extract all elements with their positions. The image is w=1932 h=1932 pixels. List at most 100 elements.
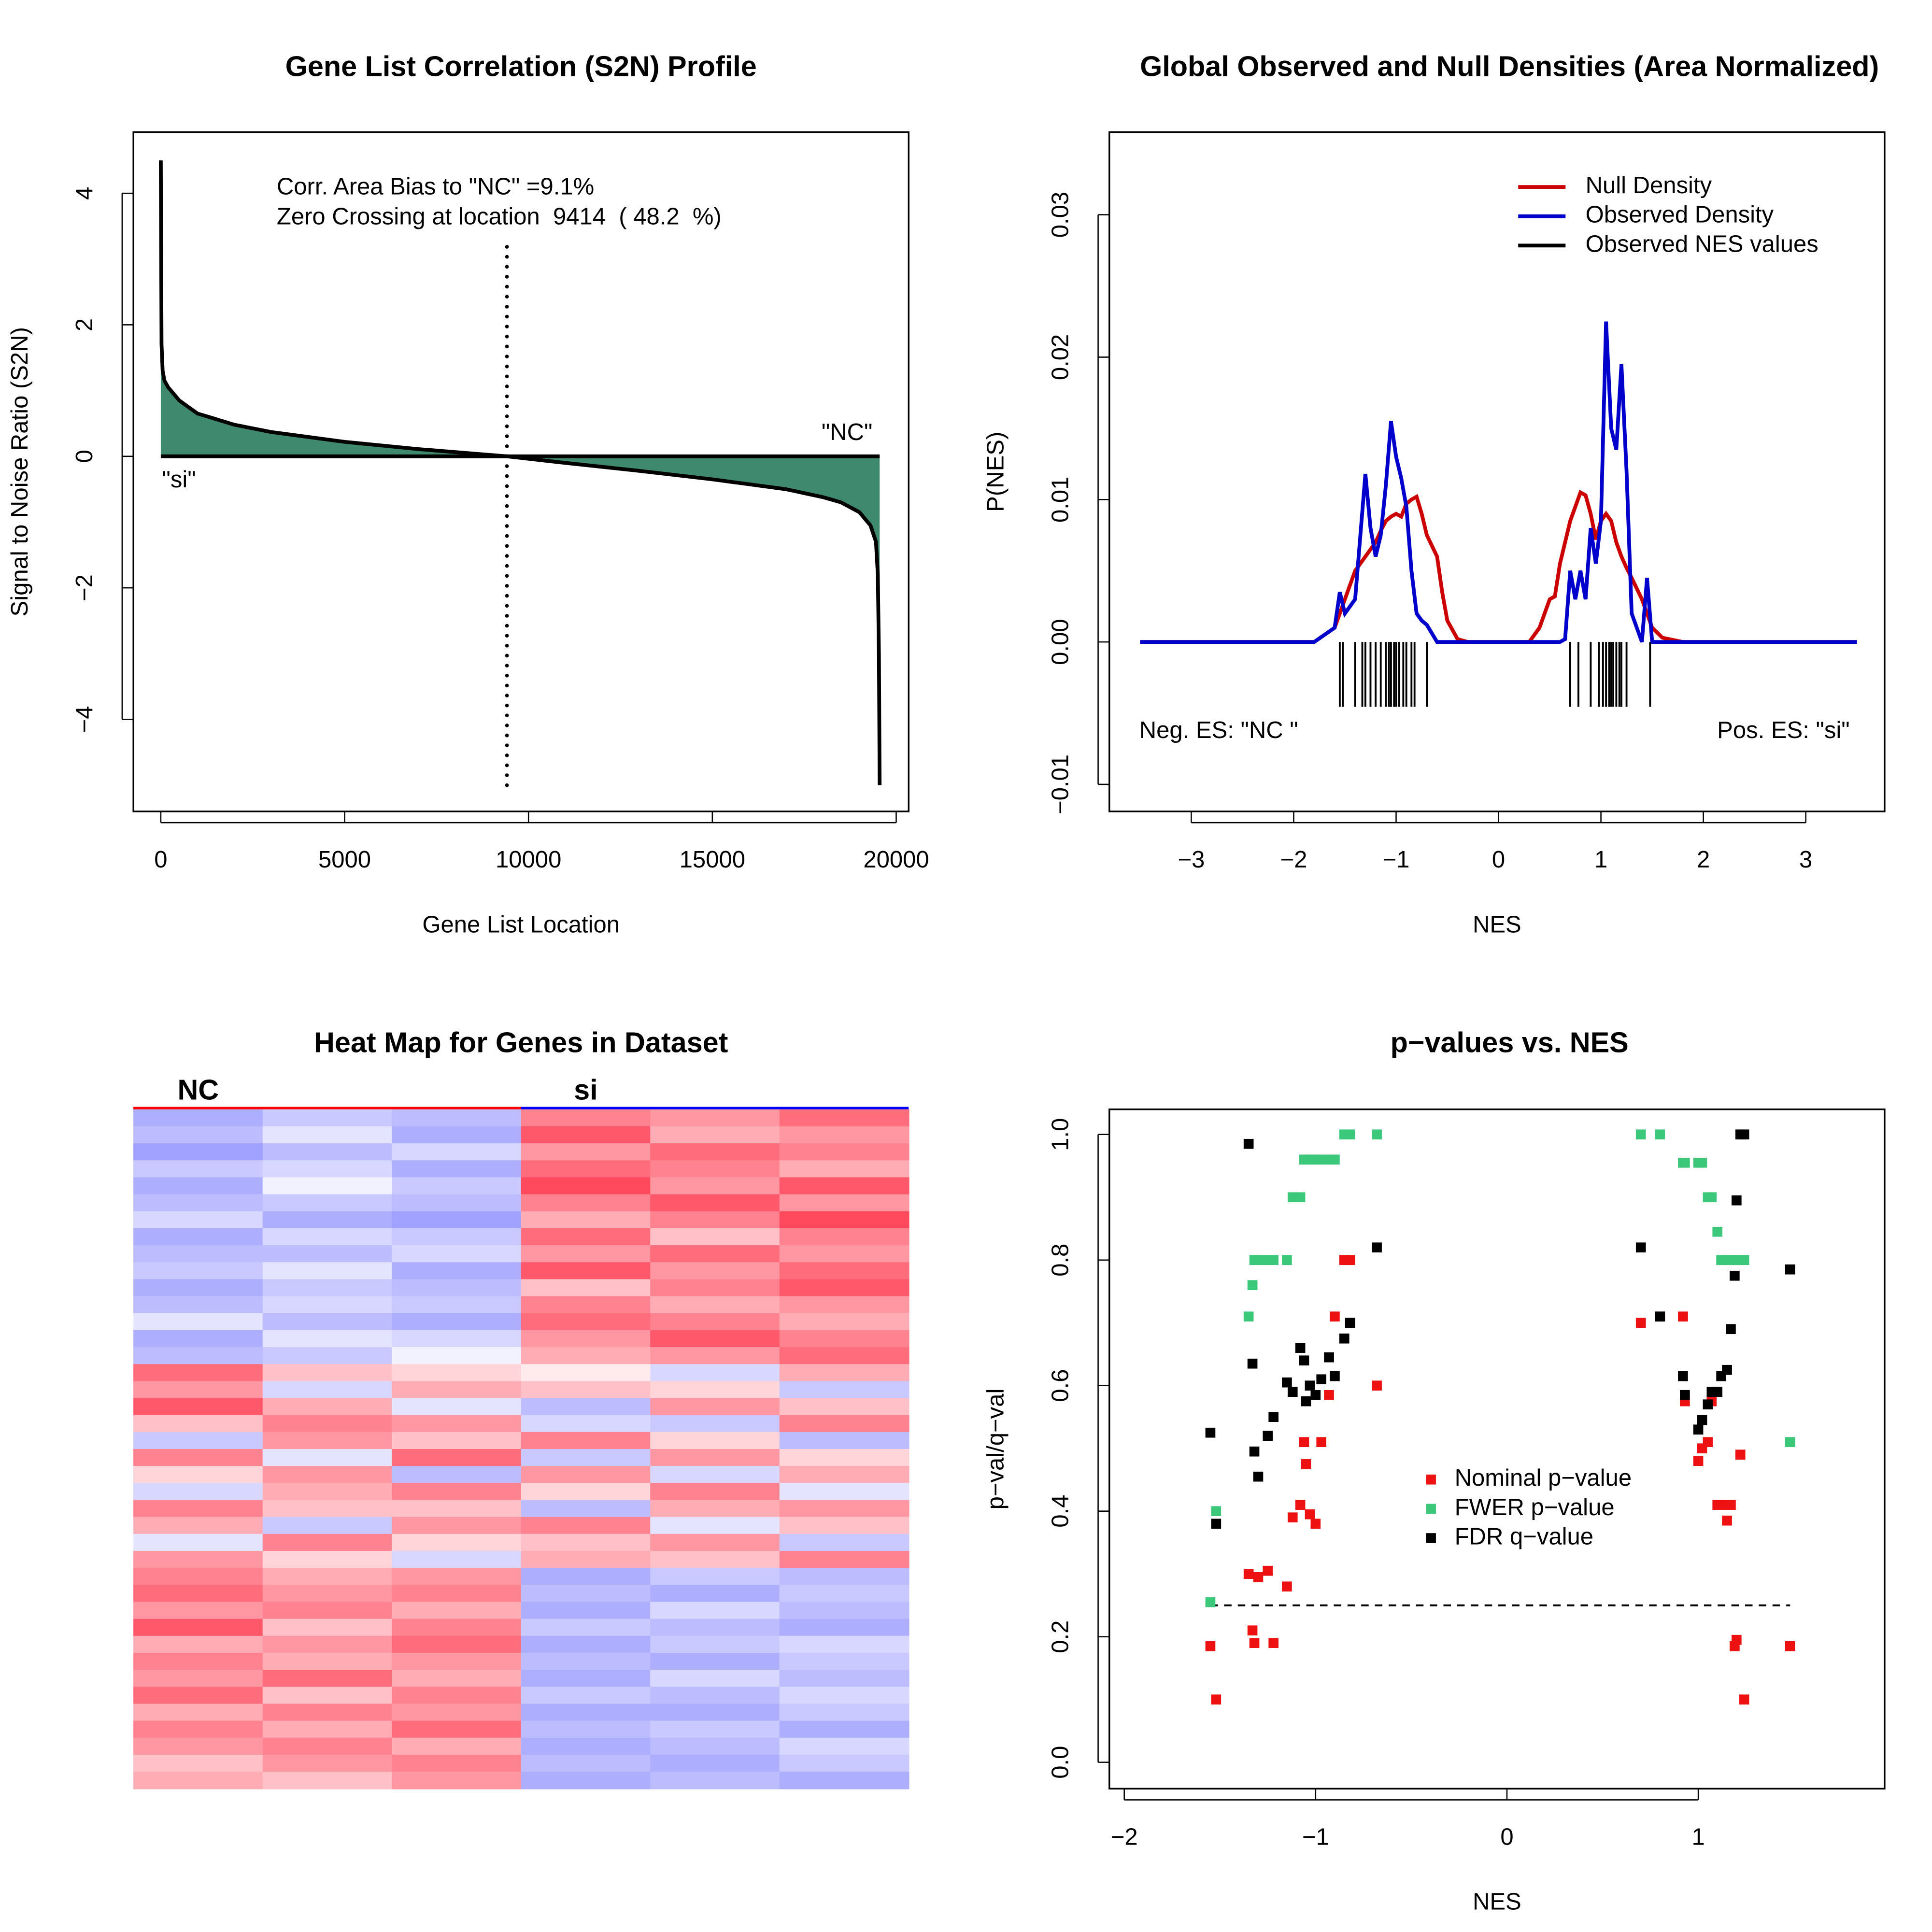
heatmap-cell: [262, 1517, 393, 1535]
heatmap-cell: [133, 1754, 263, 1773]
heatmap-cell: [262, 1398, 393, 1416]
heatmap-cell: [262, 1619, 393, 1637]
heatmap-cell: [779, 1177, 909, 1195]
heatmap-cell: [392, 1381, 522, 1399]
point: [1716, 1500, 1726, 1510]
point: [1324, 1352, 1334, 1363]
heatmap-cell: [262, 1500, 393, 1518]
heatmap-cell: [650, 1737, 781, 1756]
heatmap-cell: [650, 1296, 781, 1314]
x-tick-label: −3: [1178, 847, 1205, 873]
heatmap-cell: [779, 1364, 909, 1382]
annotation: Neg. ES: "NC ": [1139, 717, 1298, 743]
y-tick-label: 0.0: [1048, 1746, 1074, 1779]
heatmap-cell: [262, 1466, 393, 1484]
heatmap-cell: [779, 1313, 909, 1331]
point: [1324, 1390, 1334, 1400]
heatmap-cell: [779, 1585, 909, 1603]
x-tick-label: 1: [1594, 847, 1607, 873]
heatmap-cell: [650, 1313, 781, 1331]
point: [1211, 1506, 1222, 1517]
x-tick-label: 3: [1799, 847, 1812, 873]
heatmap-cell: [262, 1704, 393, 1721]
heatmap-cell: [133, 1381, 263, 1399]
heatmap-cell: [779, 1483, 909, 1501]
heatmap-cell: [521, 1568, 651, 1586]
point: [1785, 1264, 1795, 1275]
point: [1345, 1129, 1355, 1140]
heatmap-cell: [133, 1211, 263, 1229]
point: [1287, 1512, 1298, 1523]
point: [1330, 1154, 1340, 1165]
heatmap-cell: [521, 1279, 651, 1297]
heatmap-cell: [133, 1398, 263, 1416]
plot-box: [1108, 1108, 1886, 1790]
heatmap-cell: [133, 1313, 263, 1331]
x-tick-label: −2: [1111, 1824, 1138, 1850]
point: [1732, 1634, 1742, 1645]
heatmap-cell: [133, 1720, 263, 1739]
point: [1243, 1311, 1254, 1322]
heatmap-cell: [521, 1517, 651, 1535]
point: [1655, 1311, 1665, 1322]
point: [1268, 1412, 1279, 1422]
point: [1372, 1380, 1382, 1391]
heatmap-cell: [650, 1126, 781, 1144]
point: [1310, 1519, 1321, 1529]
y-tick-label: 0.03: [1048, 192, 1074, 238]
heatmap-cell: [650, 1279, 781, 1297]
point: [1295, 1500, 1306, 1510]
heatmap-cell: [650, 1381, 781, 1399]
heatmap-cell: [521, 1550, 651, 1569]
annotation: Zero Crossing at location 9414 ( 48.2 %): [277, 204, 722, 230]
heatmap-cell: [392, 1772, 522, 1790]
heatmap-cell: [521, 1160, 651, 1178]
heatmap-cell: [779, 1398, 909, 1416]
heatmap-cell: [262, 1228, 393, 1246]
heatmap-cell: [650, 1772, 781, 1790]
heatmap-cell: [133, 1347, 263, 1365]
legend-label: Observed NES values: [1586, 231, 1818, 257]
heatmap-cell: [521, 1772, 651, 1790]
x-tick-label: 0: [154, 847, 167, 873]
heatmap-cell: [262, 1652, 393, 1671]
heatmap-cell: [521, 1262, 651, 1280]
heatmap-cell: [779, 1262, 909, 1280]
heatmap-cell: [521, 1228, 651, 1246]
legend-label: FDR q−value: [1455, 1523, 1593, 1549]
point: [1785, 1641, 1795, 1651]
heatmap-cell: [521, 1500, 651, 1518]
heatmap-cell: [521, 1211, 651, 1229]
point: [1282, 1255, 1292, 1265]
heatmap-cell: [392, 1262, 522, 1280]
y-tick-label: 0.02: [1048, 334, 1074, 380]
heatmap-cell: [521, 1534, 651, 1552]
point: [1372, 1242, 1382, 1253]
heatmap-cell: [392, 1296, 522, 1314]
heatmap-cell: [779, 1568, 909, 1586]
legend-swatch: [1426, 1474, 1436, 1485]
point: [1697, 1157, 1707, 1168]
annotation: Corr. Area Bias to "NC" =9.1%: [277, 174, 594, 200]
point: [1253, 1471, 1264, 1482]
heatmap-cell: [521, 1483, 651, 1501]
point: [1730, 1270, 1740, 1281]
point: [1703, 1437, 1713, 1448]
x-tick-label: 20000: [863, 847, 929, 873]
heatmap-cell: [650, 1177, 781, 1195]
x-tick-label: −1: [1302, 1824, 1329, 1850]
heatmap-cell: [392, 1500, 522, 1518]
point: [1287, 1192, 1298, 1203]
heatmap-cell: [650, 1534, 781, 1552]
heatmap-cell: [133, 1228, 263, 1246]
heatmap-cell: [779, 1704, 909, 1721]
heatmap-cell: [392, 1160, 522, 1178]
heatmap-cell: [650, 1568, 781, 1586]
heatmap-cell: [262, 1585, 393, 1603]
heatmap-cell: [650, 1364, 781, 1382]
heatmap-cell: [521, 1194, 651, 1212]
heatmap-cell: [521, 1415, 651, 1433]
point: [1678, 1311, 1688, 1322]
